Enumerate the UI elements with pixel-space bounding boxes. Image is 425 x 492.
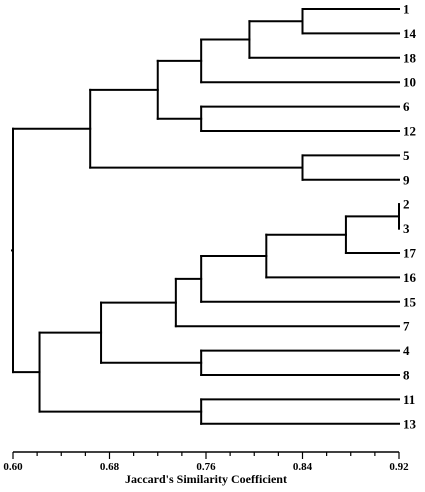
- leaf-label-1: 1: [403, 2, 410, 17]
- tick-label-0.84: 0.84: [293, 461, 313, 473]
- leaf-label-7: 7: [403, 319, 410, 334]
- tick-label-0.68: 0.68: [100, 461, 120, 473]
- leaf-label-13: 13: [403, 416, 417, 431]
- tick-label-0.76: 0.76: [196, 461, 216, 473]
- tick-label-0.60: 0.60: [3, 461, 23, 473]
- tick-label-0.92: 0.92: [389, 461, 409, 473]
- leaf-label-6: 6: [403, 99, 410, 114]
- leaf-label-3: 3: [403, 221, 410, 236]
- leaf-label-9: 9: [403, 172, 410, 187]
- leaf-label-12: 12: [403, 124, 416, 139]
- dendrogram-branches: [11, 8, 400, 425]
- leaf-label-18: 18: [403, 50, 417, 65]
- leaf-label-10: 10: [403, 75, 416, 90]
- leaf-label-4: 4: [403, 343, 410, 358]
- leaf-label-17: 17: [403, 246, 417, 261]
- leaf-label-14: 14: [403, 26, 417, 41]
- x-axis: 0.60 0.68 0.76 0.84 0.92 Jaccard's Similarit…: [3, 451, 409, 486]
- leaf-label-11: 11: [403, 392, 415, 407]
- leaf-label-5: 5: [403, 148, 410, 163]
- leaf-label-8: 8: [403, 368, 410, 383]
- leaf-label-2: 2: [403, 197, 410, 212]
- leaf-label-15: 15: [403, 294, 417, 309]
- x-axis-tick-labels: 0.60 0.68 0.76 0.84 0.92: [3, 461, 409, 473]
- x-axis-ticks: [12, 452, 400, 459]
- leaf-label-16: 16: [403, 270, 417, 285]
- x-axis-title: Jaccard's Similarity Coefficient: [125, 472, 287, 486]
- leaf-labels: 1 14 18 10 6 12 5 9 2 3 17 16 15 7 4 8 11 13: [403, 2, 417, 432]
